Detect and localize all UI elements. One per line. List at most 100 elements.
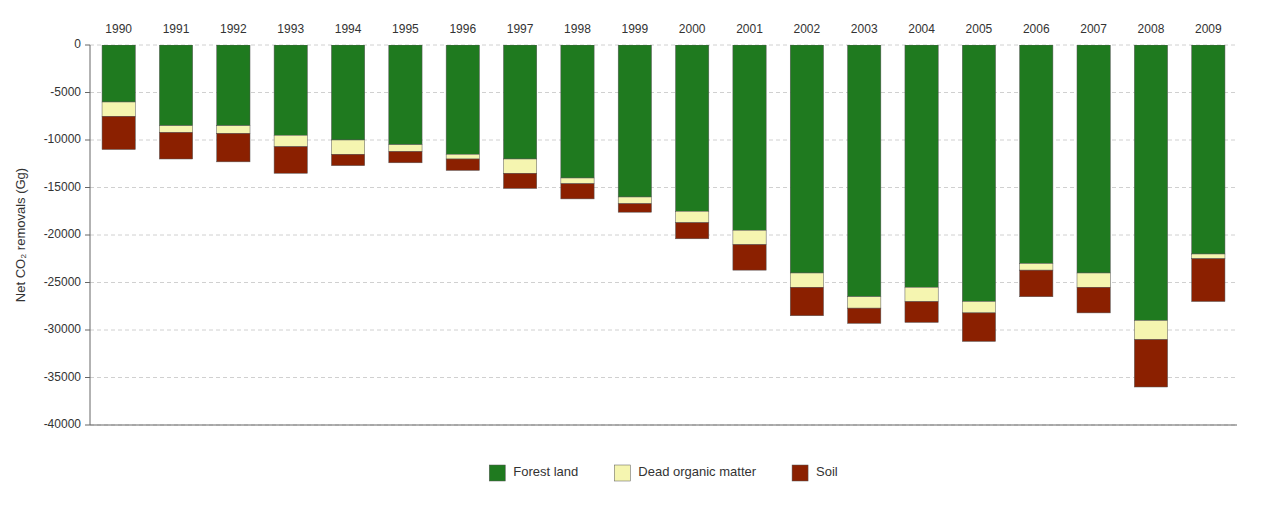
- y-tick-label: -15000: [44, 180, 82, 194]
- y-axis: 0-5000-10000-15000-20000-25000-30000-350…: [44, 37, 1237, 431]
- x-tick-label: 1994: [335, 22, 362, 36]
- bar-segment: [331, 45, 364, 140]
- x-axis-line: [90, 425, 1237, 426]
- x-tick-label: 2006: [1023, 22, 1050, 36]
- y-tick-label: 0: [74, 37, 81, 51]
- grid-line: [90, 140, 1237, 141]
- bar-segment: [733, 245, 766, 271]
- bar-segment: [790, 45, 823, 273]
- x-tick-label: 2003: [851, 22, 878, 36]
- bar-segment: [1077, 45, 1110, 273]
- bar-segment: [217, 133, 250, 162]
- bar-segment: [676, 45, 709, 211]
- bar-segment: [905, 45, 938, 287]
- grid-line: [90, 377, 1237, 378]
- y-tick: [85, 140, 90, 141]
- y-tick: [85, 235, 90, 236]
- legend-label: Forest land: [513, 464, 578, 479]
- bar-segment: [733, 230, 766, 244]
- bar-segment: [389, 145, 422, 152]
- bar-segment: [905, 302, 938, 323]
- legend-swatch: [792, 465, 808, 481]
- x-tick-label: 2002: [794, 22, 821, 36]
- x-tick-label: 1990: [105, 22, 132, 36]
- x-tick-label: 1993: [277, 22, 304, 36]
- grid-line: [90, 187, 1237, 188]
- bar-segment: [503, 159, 536, 173]
- bar-segment: [1192, 45, 1225, 254]
- y-tick-label: -35000: [44, 370, 82, 384]
- grid-line: [90, 45, 1237, 46]
- x-tick-label: 1999: [621, 22, 648, 36]
- x-tick-label: 1991: [163, 22, 190, 36]
- bar-segment: [331, 154, 364, 165]
- legend-label: Soil: [816, 464, 838, 479]
- bar-segment: [676, 211, 709, 222]
- bar-segment: [848, 308, 881, 323]
- y-tick-label: -40000: [44, 417, 82, 431]
- bar-segment: [389, 45, 422, 145]
- legend-item: Forest land: [489, 464, 578, 481]
- bar-segment: [102, 116, 135, 149]
- x-tick-label: 1997: [507, 22, 534, 36]
- y-tick: [85, 377, 90, 378]
- y-tick: [85, 425, 90, 426]
- bar-segment: [503, 45, 536, 159]
- y-tick: [85, 282, 90, 283]
- grid-line: [90, 235, 1237, 236]
- bar-segment: [102, 45, 135, 102]
- y-axis-line: [90, 45, 91, 425]
- x-tick-label: 1995: [392, 22, 419, 36]
- x-tick-label: 1998: [564, 22, 591, 36]
- y-tick-label: -25000: [44, 275, 82, 289]
- legend-swatch: [614, 465, 630, 481]
- bar-segment: [561, 178, 594, 184]
- bar-segment: [1077, 287, 1110, 313]
- y-tick: [85, 187, 90, 188]
- x-tick-label: 2000: [679, 22, 706, 36]
- grid-line: [90, 92, 1237, 93]
- y-tick: [85, 330, 90, 331]
- bar-segment: [503, 173, 536, 188]
- x-axis: 1990199119921993199419951996199719981999…: [105, 22, 1222, 36]
- y-tick: [85, 92, 90, 93]
- bar-segment: [1134, 45, 1167, 321]
- bar-segment: [217, 45, 250, 126]
- bar-segment: [676, 223, 709, 239]
- bar-segment: [848, 297, 881, 308]
- grid: [90, 45, 1237, 425]
- chart: 0-5000-10000-15000-20000-25000-30000-350…: [0, 0, 1262, 505]
- y-tick-label: -5000: [50, 85, 81, 99]
- bar-segment: [1192, 259, 1225, 302]
- bar-segment: [159, 132, 192, 159]
- bar-segment: [159, 126, 192, 133]
- legend-swatch: [489, 465, 505, 481]
- bars: [102, 45, 1225, 387]
- bar-segment: [274, 147, 307, 174]
- bar-segment: [1134, 321, 1167, 340]
- bar-segment: [561, 45, 594, 178]
- bar-segment: [790, 273, 823, 287]
- x-tick-label: 2009: [1195, 22, 1222, 36]
- bar-segment: [159, 45, 192, 126]
- y-tick-label: -10000: [44, 132, 82, 146]
- bar-segment: [790, 287, 823, 316]
- bar-segment: [102, 102, 135, 116]
- bar-segment: [1020, 270, 1053, 297]
- grid-line: [90, 425, 1237, 426]
- bar-segment: [962, 302, 995, 313]
- bar-segment: [848, 45, 881, 297]
- bar-segment: [1134, 340, 1167, 388]
- y-tick: [85, 45, 90, 46]
- bar-segment: [446, 154, 479, 159]
- bar-segment: [618, 204, 651, 213]
- x-tick-label: 2004: [908, 22, 935, 36]
- x-tick-label: 1992: [220, 22, 247, 36]
- bar-segment: [274, 45, 307, 135]
- bar-segment: [561, 184, 594, 199]
- y-axis-label: Net CO₂ removals (Gg): [13, 168, 28, 302]
- bar-segment: [962, 313, 995, 342]
- bar-segment: [217, 126, 250, 134]
- bar-segment: [618, 197, 651, 204]
- bar-segment: [389, 151, 422, 162]
